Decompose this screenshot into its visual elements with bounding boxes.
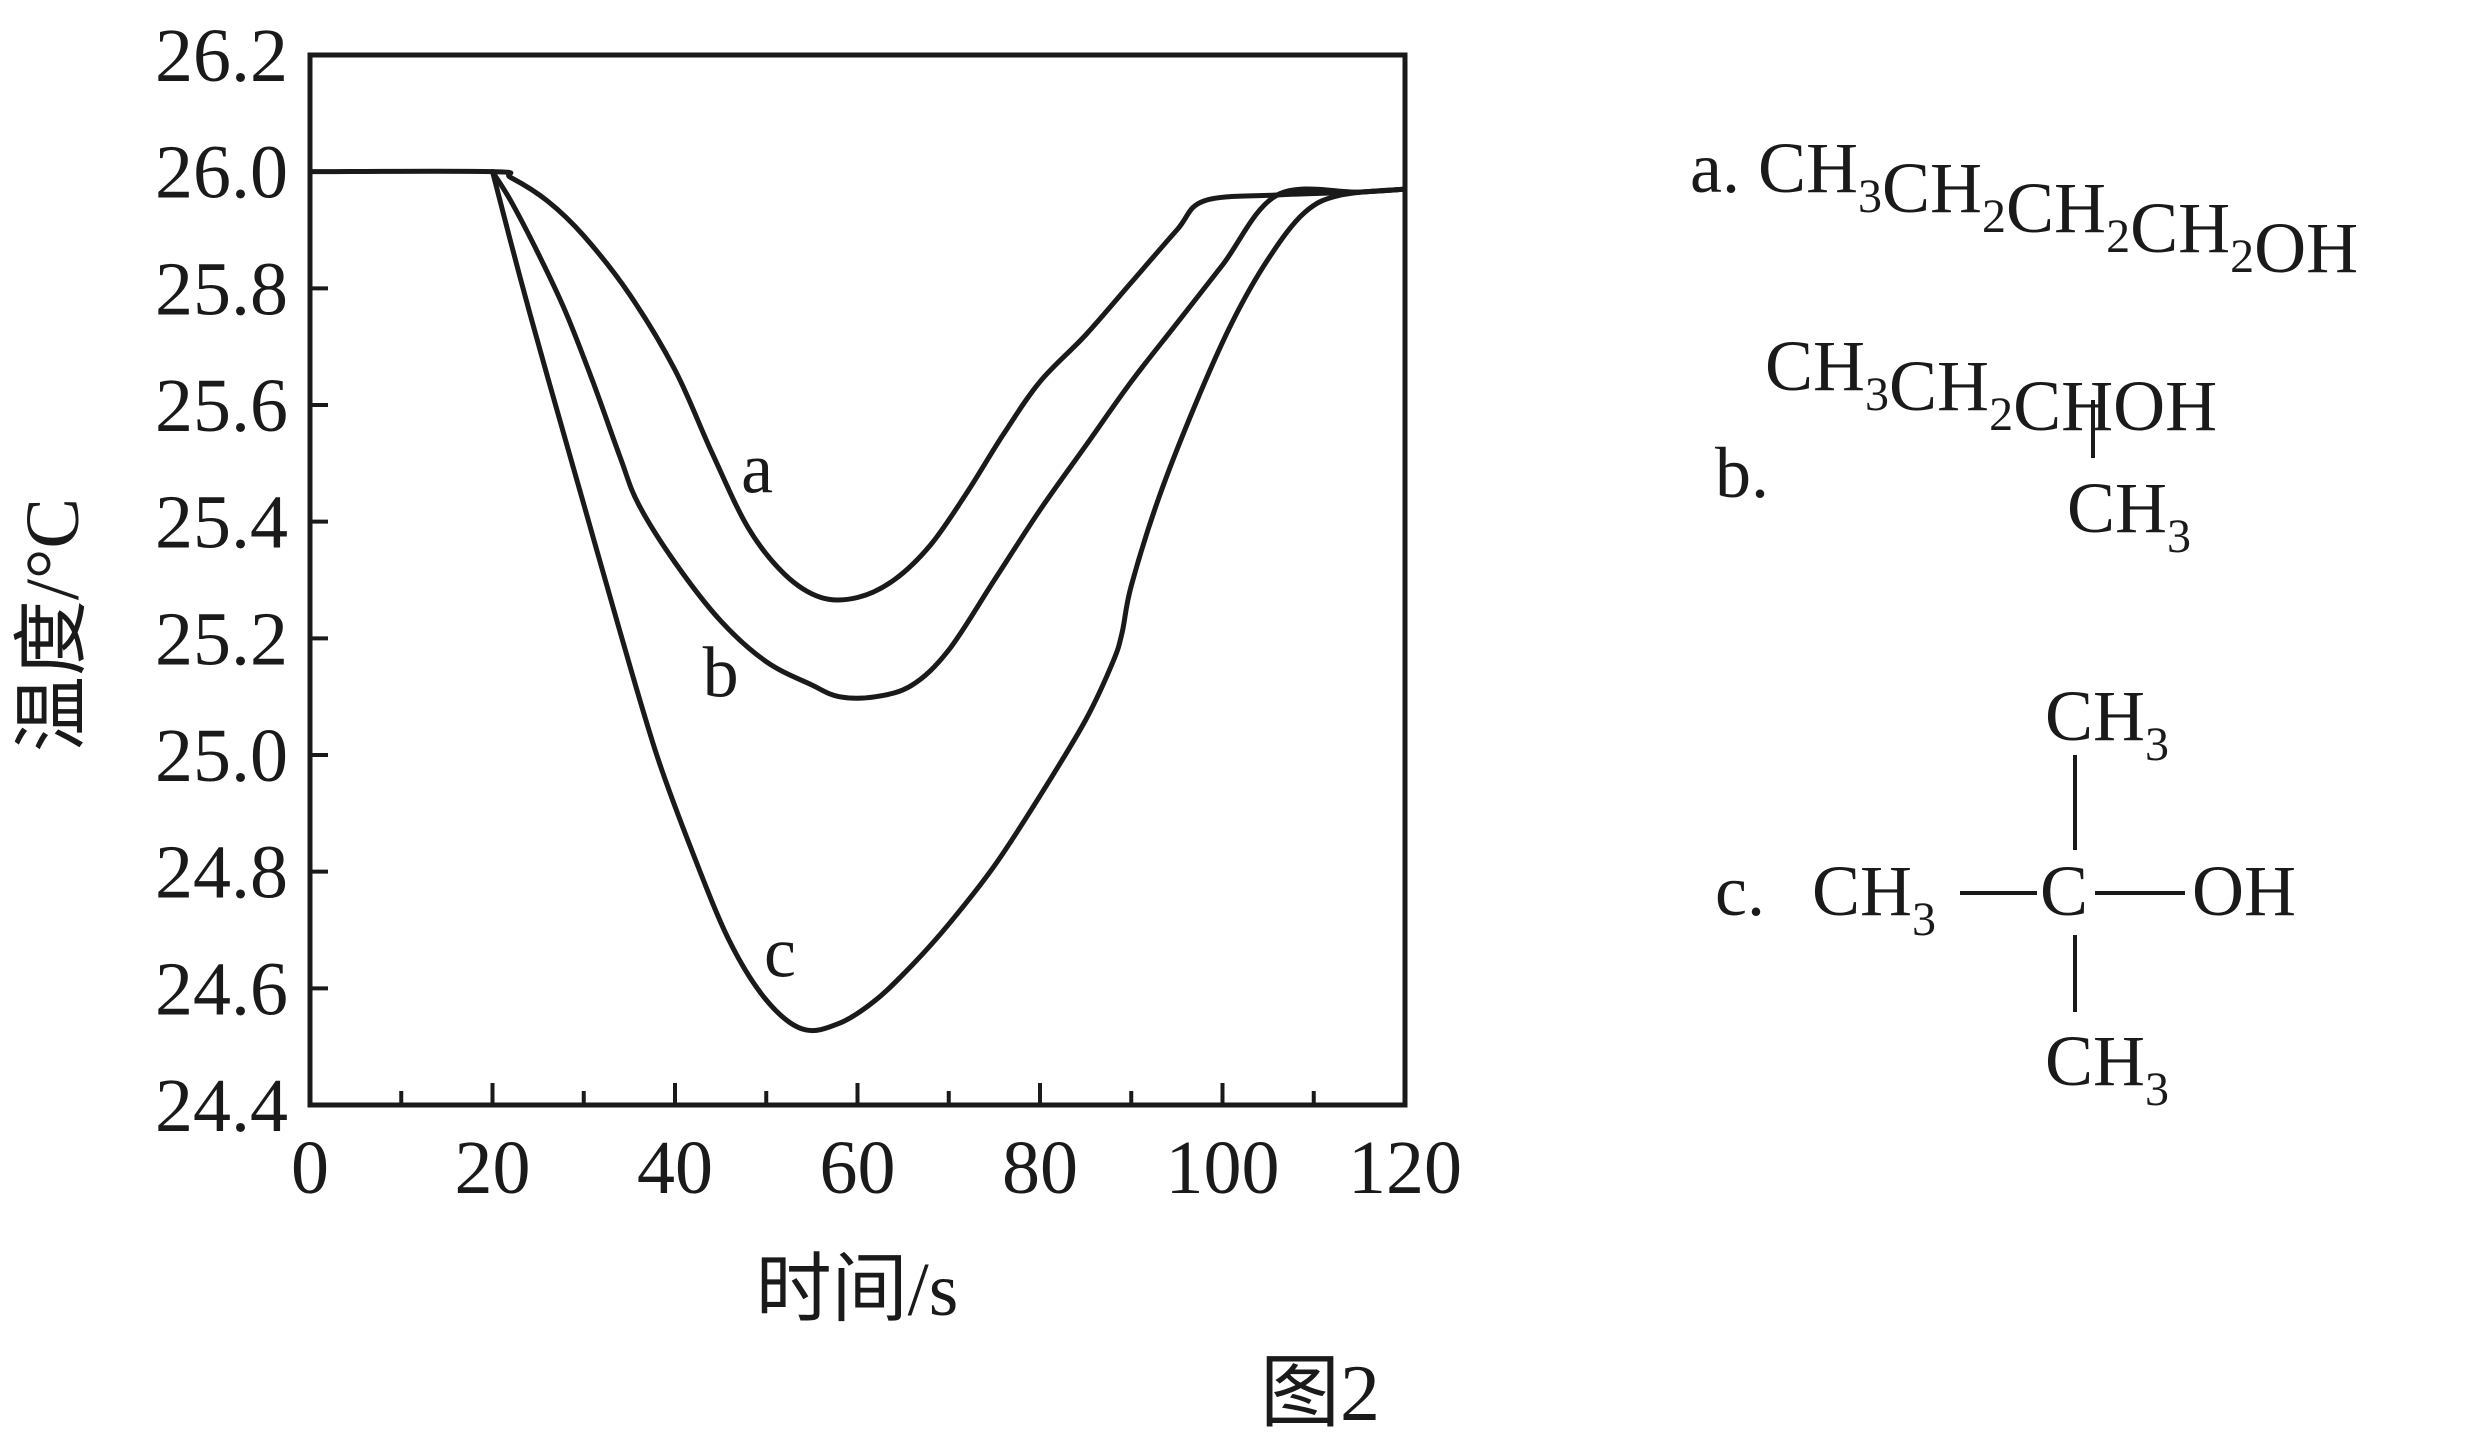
curve-label-b: b: [703, 633, 739, 713]
compound-a-formula: CH3CH2CH2CH2OH: [1758, 128, 2358, 288]
compound-b-formula-main: CH3CH2CHOH: [1765, 326, 2217, 446]
x-axis-tick-labels: 0 20 40 60 80 100 120: [291, 1126, 1462, 1210]
temperature-time-chart: 0 20 40 60 80 100 120 24.4 24.6 24.8 25.0 25.2 25.4…: [11, 14, 1462, 1332]
plot-frame: [307, 52, 1408, 1108]
series-line-a: [307, 168, 1408, 603]
y-tick-label: 25.6: [155, 364, 288, 448]
compound-a-label: a.: [1690, 128, 1740, 208]
compound-c-top: CH3: [2045, 676, 2169, 771]
y-tick-label: 24.6: [155, 947, 288, 1031]
compound-c-center: C: [2040, 851, 2088, 931]
y-tick-label: 24.8: [155, 831, 288, 915]
compound-c-bottom: CH3: [2045, 1021, 2169, 1116]
curve-label-a: a: [741, 429, 773, 509]
y-axis-ticks: [310, 53, 328, 1107]
y-tick-label: 24.4: [155, 1064, 288, 1148]
compound-b-branch: CH3: [2067, 468, 2191, 563]
x-tick-label: 20: [455, 1126, 531, 1210]
compound-c-right: OH: [2192, 851, 2296, 931]
x-tick-label: 80: [1002, 1126, 1078, 1210]
series-lines: [307, 168, 1408, 1034]
compound-c-structure: c. CH3 C OH CH3 CH3: [1715, 676, 2296, 1116]
y-tick-label: 25.8: [155, 247, 288, 331]
x-tick-label: 40: [637, 1126, 713, 1210]
y-tick-label: 26.2: [155, 14, 288, 98]
compound-c-label: c.: [1715, 851, 1765, 931]
compound-b-label: b.: [1715, 433, 1769, 513]
series-line-c: [490, 169, 1408, 1034]
curve-label-c: c: [764, 913, 796, 993]
curve-labels: a b c: [703, 429, 796, 993]
compound-b-structure: b. CH3CH2CHOH CH3: [1715, 326, 2217, 563]
x-tick-label: 120: [1348, 1126, 1462, 1210]
y-tick-label: 26.0: [155, 131, 288, 215]
x-axis-title: 时间/s: [756, 1248, 959, 1332]
y-tick-label: 25.2: [155, 597, 288, 681]
y-axis-tick-labels: 24.4 24.6 24.8 25.0 25.2 25.4 25.6 25.8 26.0 26.2: [155, 14, 288, 1148]
x-axis-ticks: [308, 1083, 1407, 1105]
x-tick-label: 100: [1166, 1126, 1280, 1210]
y-axis-title: 温度/°C: [11, 498, 95, 752]
svg-text:a. CH3CH2CH2CH2OH: a. CH3CH2CH2CH2OH: [1690, 128, 2358, 288]
x-tick-label: 60: [820, 1126, 896, 1210]
x-tick-label: 0: [291, 1126, 329, 1210]
figure-caption: 图2: [1260, 1350, 1380, 1438]
y-tick-label: 25.4: [155, 481, 288, 565]
y-tick-label: 25.0: [155, 714, 288, 798]
compound-a-structure: a. CH3CH2CH2CH2OH: [1690, 128, 2358, 288]
series-line-b: [490, 169, 1408, 701]
compound-c-left: CH3: [1812, 851, 1936, 946]
